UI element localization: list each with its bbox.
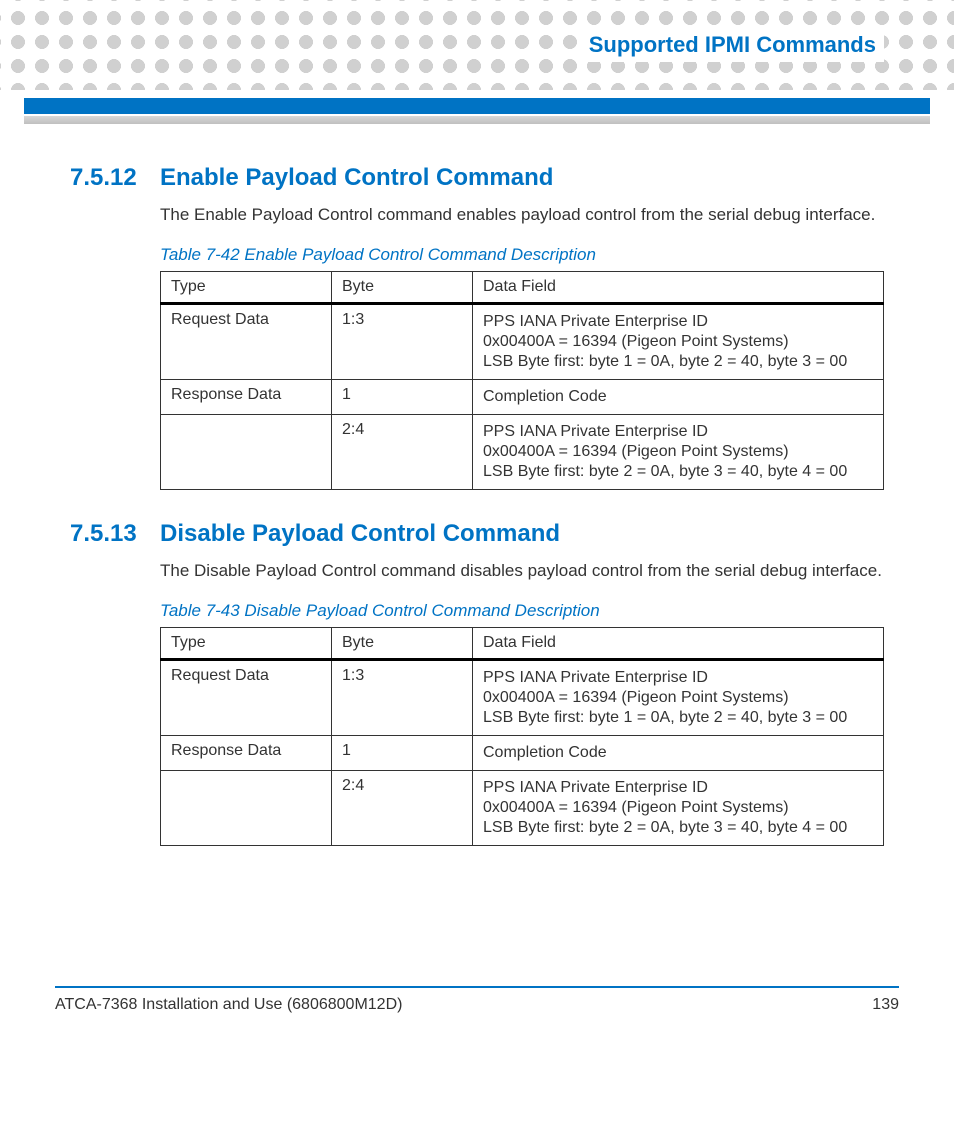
- command-table: TypeByteData FieldRequest Data1:3PPS IAN…: [160, 271, 884, 490]
- table-cell-line: 0x00400A = 16394 (Pigeon Point Systems): [483, 799, 873, 817]
- header-blue-bar: [24, 98, 930, 114]
- table-cell-line: Completion Code: [483, 388, 873, 406]
- page-header-title: Supported IPMI Commands: [581, 28, 884, 62]
- table-header-cell: Byte: [332, 627, 473, 659]
- table-cell-line: 0x00400A = 16394 (Pigeon Point Systems): [483, 689, 873, 707]
- section-body: The Disable Payload Control command disa…: [160, 560, 884, 583]
- table-row: Request Data1:3PPS IANA Private Enterpri…: [161, 303, 884, 379]
- table-header-cell: Data Field: [473, 271, 884, 303]
- table-cell-line: LSB Byte first: byte 1 = 0A, byte 2 = 40…: [483, 353, 873, 371]
- table-cell-line: PPS IANA Private Enterprise ID: [483, 423, 873, 441]
- page-content: 7.5.12Enable Payload Control Command The …: [0, 164, 954, 846]
- command-table: TypeByteData FieldRequest Data1:3PPS IAN…: [160, 627, 884, 846]
- section-body: The Enable Payload Control command enabl…: [160, 204, 884, 227]
- table-cell-line: Completion Code: [483, 744, 873, 762]
- page-footer: ATCA-7368 Installation and Use (6806800M…: [55, 986, 899, 1044]
- table-header-cell: Byte: [332, 271, 473, 303]
- table-cell-byte: 2:4: [332, 414, 473, 489]
- table-cell-line: 0x00400A = 16394 (Pigeon Point Systems): [483, 443, 873, 461]
- table-cell-type: [161, 770, 332, 845]
- table-cell-byte: 1:3: [332, 303, 473, 379]
- table-cell-data: PPS IANA Private Enterprise ID 0x00400A =…: [473, 303, 884, 379]
- table-row: Request Data1:3PPS IANA Private Enterpri…: [161, 659, 884, 735]
- table-cell-line: LSB Byte first: byte 1 = 0A, byte 2 = 40…: [483, 709, 873, 727]
- table-cell-type: Response Data: [161, 735, 332, 770]
- header-gray-bar: [24, 116, 930, 124]
- table-cell-type: Request Data: [161, 659, 332, 735]
- table-cell-data: Completion Code: [473, 379, 884, 414]
- table-cell-data: PPS IANA Private Enterprise ID 0x00400A =…: [473, 414, 884, 489]
- footer-doc-title: ATCA-7368 Installation and Use (6806800M…: [55, 996, 402, 1014]
- footer-page-number: 139: [872, 996, 899, 1014]
- table-cell-line: LSB Byte first: byte 2 = 0A, byte 3 = 40…: [483, 463, 873, 481]
- table-cell-line: PPS IANA Private Enterprise ID: [483, 669, 873, 687]
- table-cell-line: LSB Byte first: byte 2 = 0A, byte 3 = 40…: [483, 819, 873, 837]
- table-cell-byte: 1: [332, 735, 473, 770]
- table-cell-byte: 1:3: [332, 659, 473, 735]
- table-caption: Table 7-42 Enable Payload Control Comman…: [160, 245, 884, 265]
- table-cell-byte: 1: [332, 379, 473, 414]
- table-row: 2:4 PPS IANA Private Enterprise ID 0x00400…: [161, 414, 884, 489]
- table-row: Response Data1 Completion Code: [161, 379, 884, 414]
- table-cell-data: Completion Code: [473, 735, 884, 770]
- table-cell-byte: 2:4: [332, 770, 473, 845]
- table-cell-data: PPS IANA Private Enterprise ID 0x00400A =…: [473, 659, 884, 735]
- section-title: Enable Payload Control Command: [160, 164, 553, 192]
- table-cell-line: 0x00400A = 16394 (Pigeon Point Systems): [483, 333, 873, 351]
- section-heading: 7.5.13Disable Payload Control Command: [70, 520, 884, 548]
- table-header-cell: Data Field: [473, 627, 884, 659]
- section-number: 7.5.13: [70, 520, 160, 548]
- table-row: 2:4 PPS IANA Private Enterprise ID 0x00400…: [161, 770, 884, 845]
- table-cell-type: Request Data: [161, 303, 332, 379]
- table-row: Response Data1 Completion Code: [161, 735, 884, 770]
- section-title: Disable Payload Control Command: [160, 520, 560, 548]
- header-pattern: Supported IPMI Commands: [0, 0, 954, 90]
- table-header-cell: Type: [161, 271, 332, 303]
- table-cell-line: PPS IANA Private Enterprise ID: [483, 779, 873, 797]
- table-cell-data: PPS IANA Private Enterprise ID 0x00400A =…: [473, 770, 884, 845]
- section-heading: 7.5.12Enable Payload Control Command: [70, 164, 884, 192]
- table-caption: Table 7-43 Disable Payload Control Comma…: [160, 601, 884, 621]
- table-cell-type: Response Data: [161, 379, 332, 414]
- table-header-cell: Type: [161, 627, 332, 659]
- section-number: 7.5.12: [70, 164, 160, 192]
- table-cell-type: [161, 414, 332, 489]
- table-cell-line: PPS IANA Private Enterprise ID: [483, 313, 873, 331]
